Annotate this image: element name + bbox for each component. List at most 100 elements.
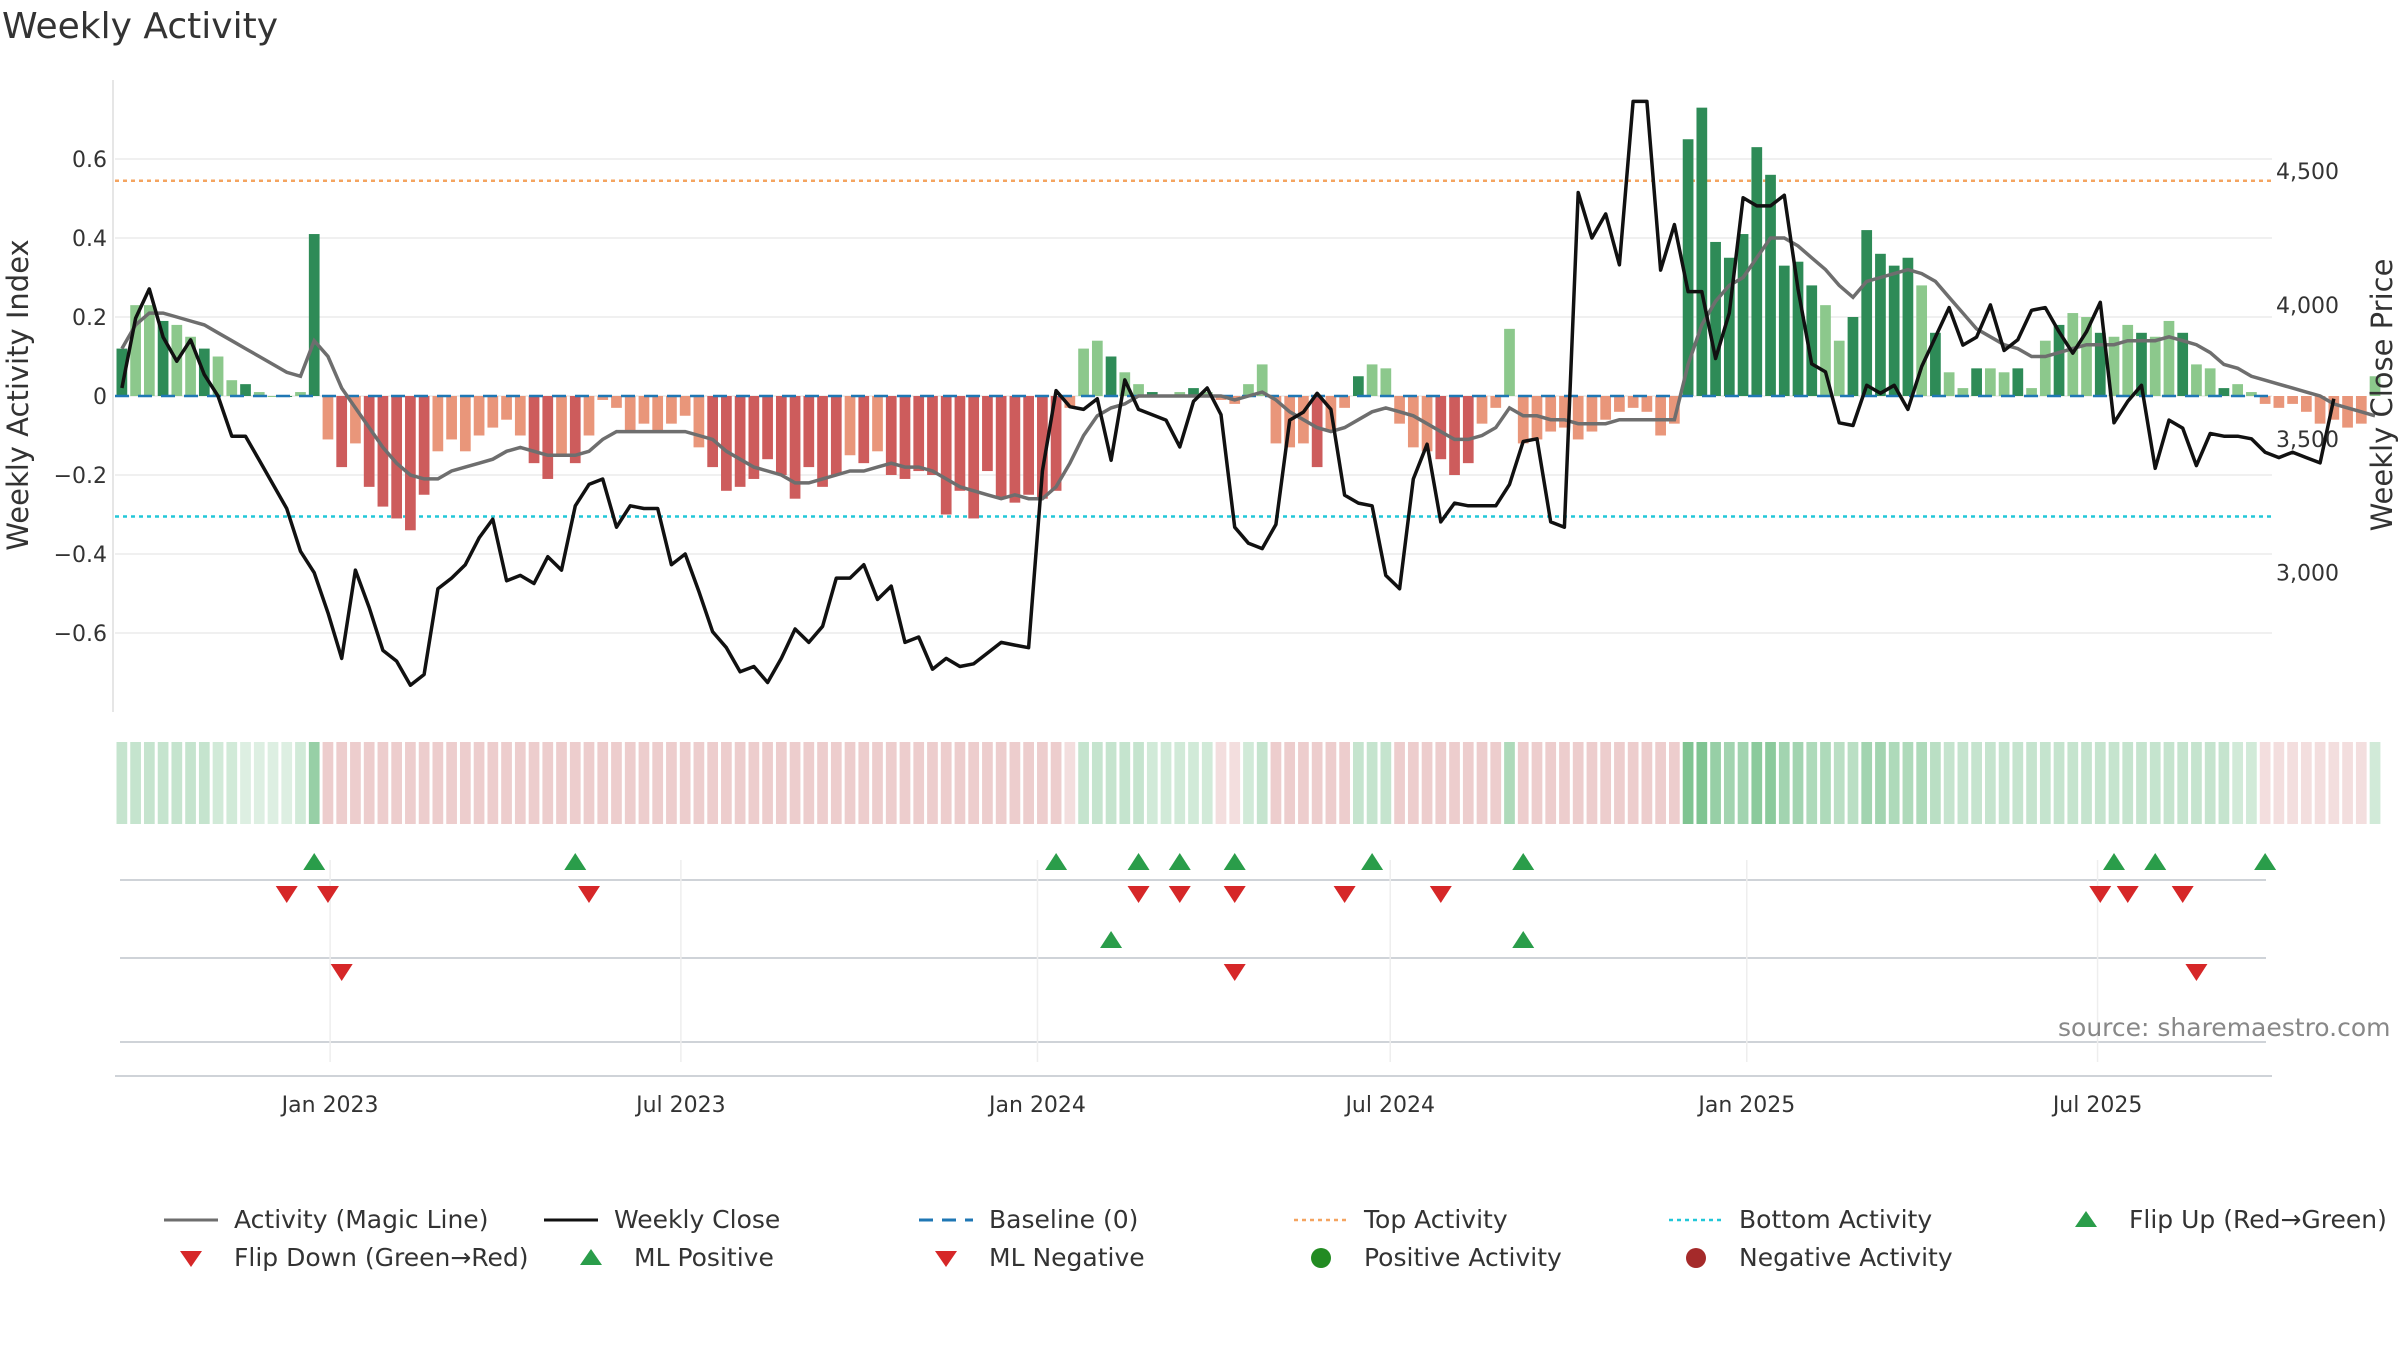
legend-label: Top Activity <box>1364 1205 1508 1234</box>
strip-cell <box>569 742 581 824</box>
activity-bar <box>1517 396 1529 444</box>
activity-bar <box>446 396 457 440</box>
strip-cell <box>405 742 416 824</box>
strip-cell <box>1765 742 1776 824</box>
strip-cell <box>116 742 128 824</box>
activity-bar <box>1504 328 1515 396</box>
flip-down-marker <box>1223 886 1246 903</box>
strip-cell <box>1366 742 1378 824</box>
strip-cell <box>1723 742 1735 824</box>
activity-bar <box>116 348 128 396</box>
flip-up-marker <box>2144 853 2167 870</box>
strip-cell <box>1009 742 1021 824</box>
strip-cell <box>1861 742 1873 824</box>
activity-bar <box>1380 368 1392 396</box>
strip-cell <box>1655 742 1666 824</box>
strip-cell <box>1998 742 2010 824</box>
activity-bar <box>1669 396 1680 424</box>
strip-cell <box>2136 742 2147 824</box>
activity-bar <box>336 396 348 468</box>
strip-cell <box>1600 742 1612 824</box>
flip-down-marker <box>1127 886 1150 903</box>
ml-positive-marker <box>1512 931 1535 948</box>
activity-bar <box>995 396 1007 499</box>
axes: 0.6 0.4 0.2 0 −0.2 −0.4 −0.6 4,500 4,000 3,500 3,0… <box>54 80 2339 712</box>
activity-bar <box>2218 388 2230 396</box>
activity-bar <box>666 396 677 424</box>
legend-item: Positive Activity <box>1290 1243 1562 1272</box>
activity-bar <box>130 305 141 396</box>
legend-label: ML Negative <box>989 1243 1145 1272</box>
strip-cell <box>913 742 925 824</box>
legend-label: Flip Down (Green→Red) <box>234 1243 529 1272</box>
strip-cell <box>336 742 348 824</box>
activity-bar <box>405 396 416 531</box>
strip-cell <box>2259 742 2271 824</box>
activity-bar <box>1930 332 1941 396</box>
activity-bar <box>2369 376 2381 396</box>
activity-bar <box>1023 396 1034 495</box>
strip-cell <box>1490 742 1502 824</box>
strip-cell <box>2328 742 2340 824</box>
strip-cell <box>624 742 636 824</box>
magic-line <box>120 236 2376 501</box>
activity-bar <box>253 392 265 396</box>
strip-cell <box>432 742 444 824</box>
strip-cell <box>171 742 183 824</box>
activity-bar <box>927 396 938 475</box>
ml-negative-marker <box>330 964 353 981</box>
legend-symbol <box>580 1248 602 1265</box>
strip-cell <box>721 742 732 824</box>
y2-tick-label: 3,000 <box>2276 562 2339 587</box>
strip-cell <box>1298 742 1309 824</box>
activity-bar <box>1792 261 1804 396</box>
activity-bar <box>2108 336 2120 396</box>
strip-cell <box>1256 742 1268 824</box>
activity-bar <box>2300 396 2312 412</box>
activity-bar <box>528 396 540 464</box>
strip-cell <box>1847 742 1859 824</box>
strip-cell <box>308 742 320 824</box>
strip-cell <box>1504 742 1515 824</box>
legend-symbol <box>919 1218 973 1221</box>
strip-cell <box>679 742 691 824</box>
strip-cell <box>1916 742 1928 824</box>
activity-bar <box>583 396 595 436</box>
legend-down-swatch <box>935 1250 957 1267</box>
activity-bar <box>308 234 320 396</box>
strip-cell <box>1037 742 1048 824</box>
legend-item: Activity (Magic Line) <box>160 1205 488 1234</box>
activity-bar <box>775 396 787 475</box>
strip-cell <box>267 742 279 824</box>
legend-label: Activity (Magic Line) <box>234 1205 489 1234</box>
series-lines <box>120 99 2376 687</box>
activity-bar <box>1888 265 1900 396</box>
activity-bar <box>185 336 196 396</box>
ml-negative-marker <box>1223 964 1246 981</box>
activity-bar <box>721 396 732 491</box>
activity-bar <box>1545 396 1557 432</box>
strip-cell <box>1531 742 1543 824</box>
legend-circle-swatch <box>1311 1247 1331 1268</box>
legend-up-swatch <box>2075 1210 2097 1227</box>
strip-cell <box>1229 742 1241 824</box>
legend-symbol <box>1669 1218 1723 1221</box>
strip-cell <box>666 742 677 824</box>
strip-cell <box>363 742 375 824</box>
activity-bar <box>1902 257 1914 396</box>
activity-bar <box>542 396 554 479</box>
activity-bar <box>885 396 897 475</box>
activity-bar <box>1078 348 1089 396</box>
ml-negative-marker <box>2185 964 2208 981</box>
strip-cell <box>693 742 705 824</box>
activity-bar <box>1586 396 1598 432</box>
activity-bar <box>1353 376 1364 396</box>
activity-bar <box>157 320 169 396</box>
strip-cell <box>1160 742 1172 824</box>
strip-cell <box>2026 742 2037 824</box>
activity-bar <box>872 396 883 452</box>
legend-label: Baseline (0) <box>989 1205 1139 1234</box>
activity-bar <box>968 396 980 519</box>
strip-cell <box>281 742 293 824</box>
strip-cell <box>982 742 993 824</box>
